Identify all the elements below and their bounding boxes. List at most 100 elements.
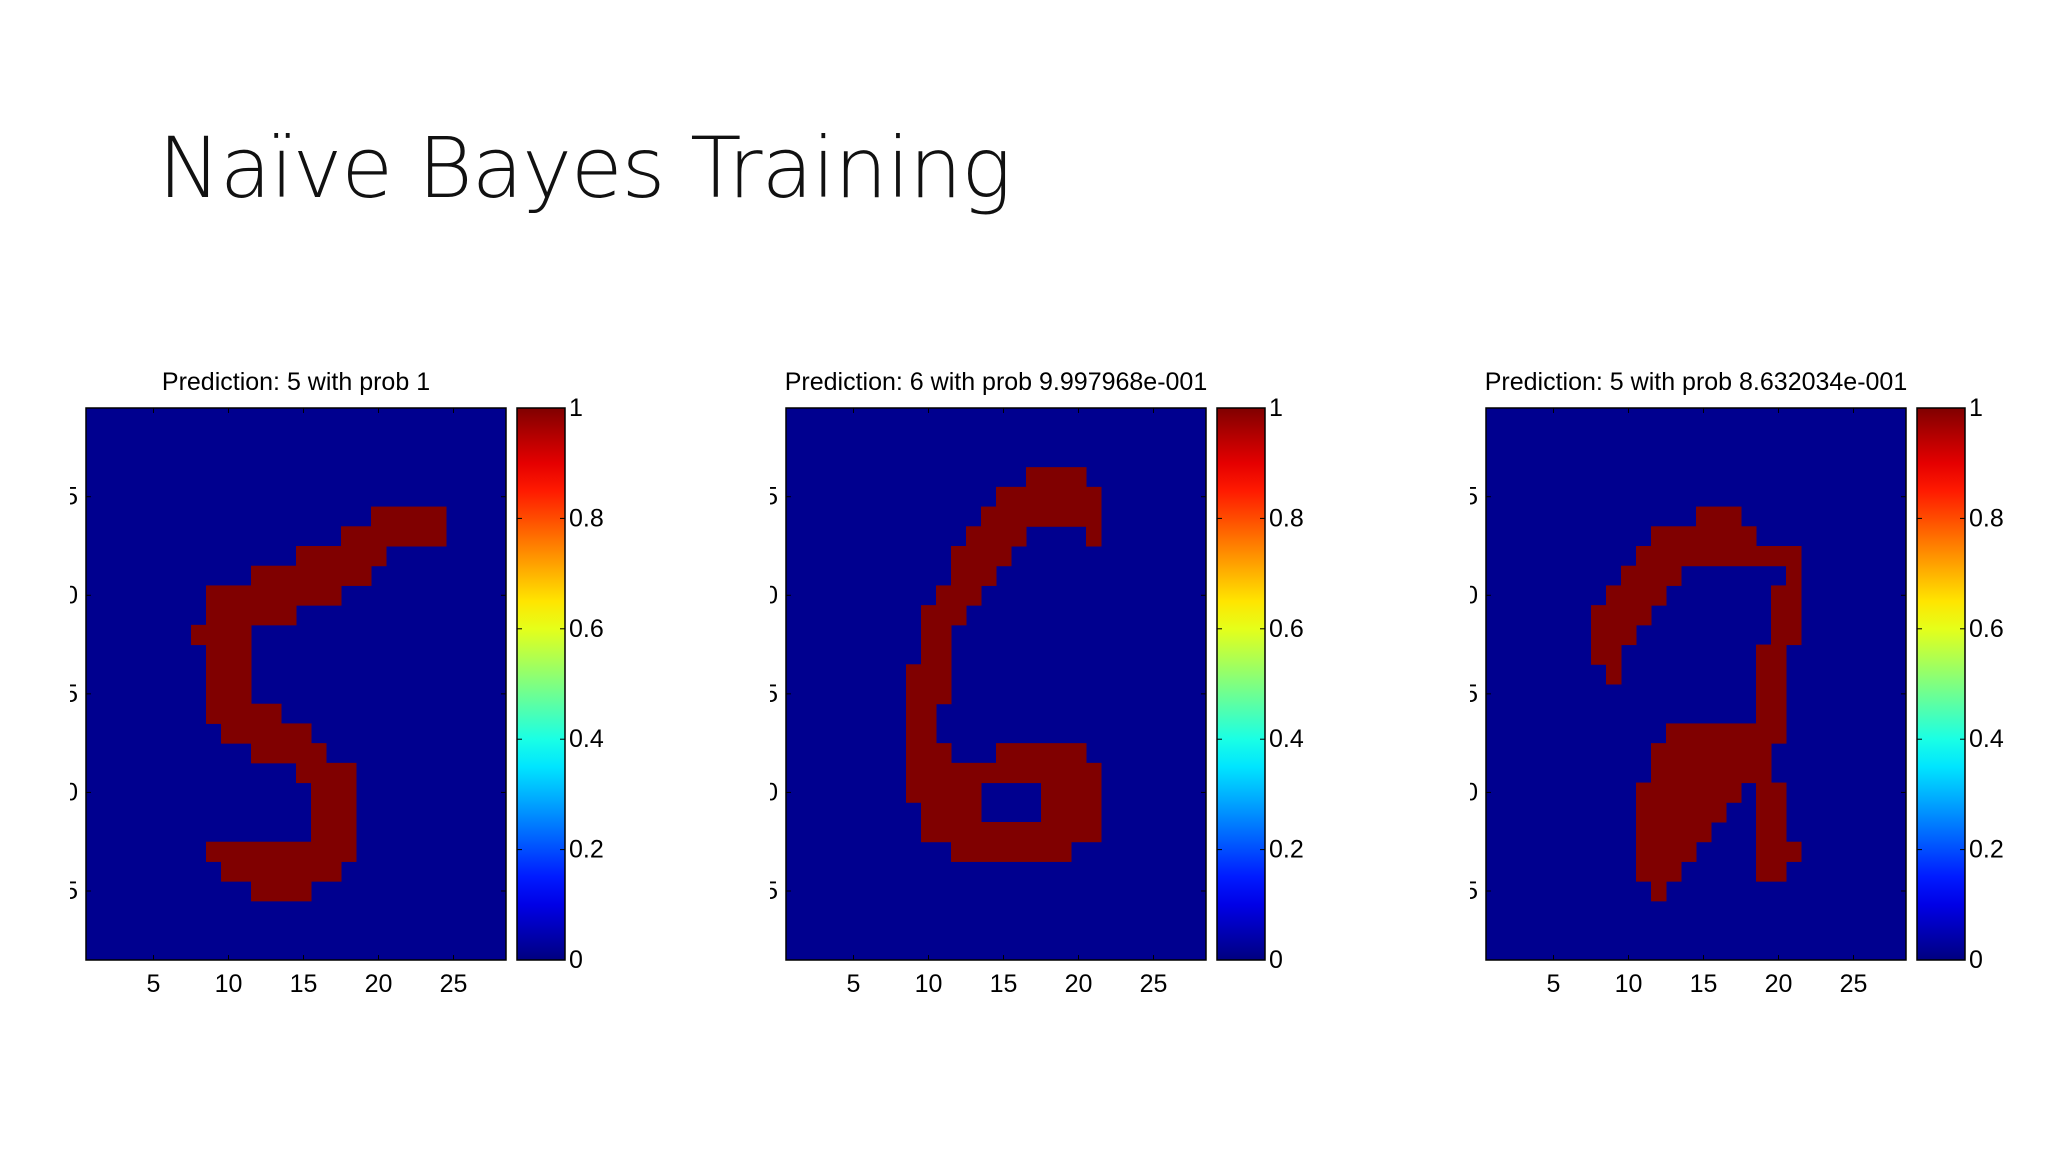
heatmap-cell-run: [1771, 605, 1802, 626]
heatmap-cell-run: [206, 841, 357, 862]
colorbar-tick-label: 0: [1269, 946, 1283, 974]
heatmap-cell-run: [921, 644, 952, 665]
heatmap-cells: [1591, 506, 1802, 902]
heatmap-cell-run: [371, 506, 447, 527]
heatmap-cell-run: [906, 762, 1102, 784]
heatmap-background: [1486, 408, 1906, 960]
y-tick-label: 25: [770, 877, 778, 905]
x-tick-label: 5: [847, 970, 861, 998]
colorbar-tick-label: 1: [569, 394, 583, 422]
heatmap-cell-run: [1651, 526, 1757, 547]
heatmap-cell-run: [1041, 802, 1102, 823]
chart-title: Prediction: 6 with prob 9.997968e-001: [785, 368, 1208, 396]
heatmap-cell-run: [1696, 506, 1742, 527]
heatmap-cell-run: [951, 841, 1072, 862]
chart-panel-2: Prediction: 6 with prob 9.997968e-001 5 1 0…: [770, 350, 1370, 1010]
chart-title: Prediction: 5 with prob 1: [162, 368, 430, 396]
heatmap-cell-run: [206, 684, 252, 705]
colorbar-tick-label: 1: [1269, 394, 1283, 422]
heatmap-cell-run: [1636, 546, 1802, 567]
heatmap-cells: [191, 506, 447, 902]
heatmap-cell-run: [221, 861, 342, 882]
colorbar-tick-label: 0.6: [1969, 615, 2004, 643]
heatmap-cell-run: [1756, 802, 1787, 823]
heatmap-cell-run: [251, 565, 372, 586]
heatmap-cell-run: [921, 624, 952, 646]
heatmap-cell-run: [906, 703, 937, 724]
y-tick-label: 25: [1470, 877, 1478, 905]
colorbar-tick-label: 0.6: [569, 615, 604, 643]
colorbar-tick-label: 0.8: [1269, 504, 1304, 532]
x-tick-label: 20: [365, 970, 393, 998]
heatmap-cell-run: [1591, 644, 1622, 665]
colorbar-tick-label: 0.4: [569, 725, 604, 753]
x-tick-label: 20: [1065, 970, 1093, 998]
heatmap-cell-run: [1756, 861, 1787, 882]
heatmap-cell-run: [1591, 624, 1637, 646]
heatmap-chart-1: Prediction: 5 with prob 1510152025510152…: [70, 368, 604, 998]
heatmap-cell-run: [191, 624, 252, 646]
y-tick-label: 15: [70, 680, 78, 708]
x-tick-label: 5: [147, 970, 161, 998]
heatmap-cell-run: [921, 605, 967, 626]
chart-panel-3: Prediction: 5 with prob 8.632034e-001 5 10…: [1470, 350, 2048, 1010]
heatmap-cell-run: [1086, 526, 1102, 547]
heatmap-cell-run: [1606, 664, 1622, 685]
x-tick-label: 20: [1765, 970, 1793, 998]
heatmap-cell-run: [1636, 782, 1742, 803]
heatmap-cell-run: [951, 546, 1012, 567]
heatmap-cell-run: [1621, 565, 1682, 586]
heatmap-cell-run: [1606, 585, 1667, 606]
colorbar-tick-label: 0.8: [569, 504, 604, 532]
heatmap-cell-run: [1771, 624, 1802, 646]
heatmap-cell-run: [921, 802, 982, 823]
heatmap-chart-2: Prediction: 6 with prob 9.997968e-001 5 1 0…: [770, 368, 1304, 998]
slide-title: Naïve Bayes Training: [158, 119, 1012, 217]
colorbar-tick-label: 0.2: [1969, 836, 2004, 864]
y-tick-label: 15: [770, 680, 778, 708]
heatmap-cell-run: [1591, 605, 1652, 626]
heatmap-cell-run: [906, 782, 982, 803]
x-tick-label: 15: [1690, 970, 1718, 998]
heatmap-cell-run: [296, 762, 357, 784]
heatmap-cell-run: [1786, 565, 1802, 586]
axes-frame: [1485, 407, 1907, 961]
x-tick-label: 25: [1140, 970, 1168, 998]
heatmap-cell-run: [906, 743, 952, 764]
y-tick-label: 10: [70, 581, 78, 609]
y-tick-label: 10: [1470, 581, 1478, 609]
heatmap-cell-run: [206, 644, 252, 665]
heatmap-cell-run: [206, 664, 252, 685]
chart-panel-1: Prediction: 5 with prob 1510152025510152…: [70, 350, 670, 1010]
x-tick-label: 10: [1615, 970, 1643, 998]
heatmap-cell-run: [206, 605, 297, 626]
colorbar: [516, 407, 566, 961]
heatmap-cell-run: [1041, 782, 1102, 803]
heatmap-cell-run: [206, 585, 342, 606]
heatmap-cell-run: [921, 822, 1102, 843]
heatmap-cell-run: [906, 723, 937, 744]
heatmap-cell-run: [996, 486, 1102, 508]
heatmap-cell-run: [1651, 743, 1772, 764]
heatmap-cell-run: [296, 546, 387, 567]
heatmap-cell-run: [1651, 881, 1667, 902]
heatmap-cell-run: [1756, 684, 1787, 705]
y-tick-label: 15: [1470, 680, 1478, 708]
y-tick-label: 5: [70, 483, 78, 511]
heatmap-cell-run: [1756, 841, 1802, 862]
heatmap-cell-run: [1651, 762, 1772, 784]
y-tick-label: 5: [770, 483, 778, 511]
heatmap-cell-run: [341, 526, 447, 547]
colorbar-tick-label: 0.4: [1269, 725, 1304, 753]
heatmap-cell-run: [1756, 644, 1787, 665]
heatmap-cell-run: [1771, 585, 1802, 606]
x-tick-label: 25: [440, 970, 468, 998]
axes-frame: [785, 407, 1207, 961]
axes-frame: [85, 407, 507, 961]
colorbar-tick-label: 0.2: [569, 836, 604, 864]
heatmap-cell-run: [906, 684, 952, 705]
heatmap-cells: [906, 467, 1102, 862]
x-tick-label: 5: [1547, 970, 1561, 998]
colorbar-tick-label: 0.6: [1269, 615, 1304, 643]
heatmap-cell-run: [221, 723, 312, 744]
